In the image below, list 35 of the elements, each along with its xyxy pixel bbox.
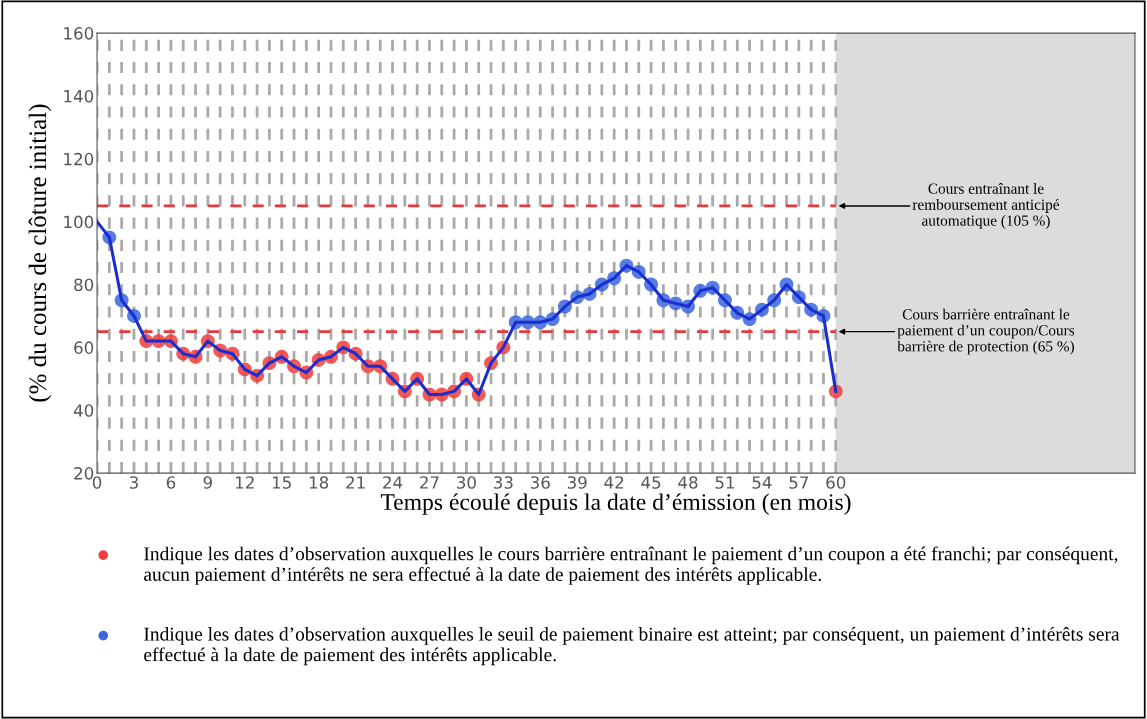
y-axis-title: (% du cours de clôture initial) bbox=[28, 104, 52, 402]
x-tick-label: 45 bbox=[641, 476, 661, 489]
legend-label: Indique les dates d’observation auxquelles le cours barrière entraînant le paiement d’un coupon a été franchi; par conséquent, aucun paiement d’intérêts ne sera effectué à la date de paiement des intérêts applicable. bbox=[144, 546, 1118, 585]
x-tick-label: 12 bbox=[236, 476, 254, 489]
x-tick-label: 33 bbox=[494, 476, 513, 489]
x-tick-label: 18 bbox=[309, 476, 329, 489]
y-tick-label: 160 bbox=[64, 27, 94, 40]
y-tick-label: 120 bbox=[64, 152, 94, 166]
x-tick-label: 0 bbox=[92, 476, 102, 489]
y-tick-label: 100 bbox=[64, 215, 94, 229]
y-tick-label: 20 bbox=[74, 467, 94, 480]
y-tick-label: 140 bbox=[64, 89, 94, 103]
x-tick-label: 36 bbox=[530, 476, 550, 489]
y-tick-label: 60 bbox=[74, 341, 94, 354]
x-tick-label: 21 bbox=[346, 476, 365, 489]
x-tick-label: 3 bbox=[129, 476, 138, 489]
legend-label: Indique les dates d’observation auxquelles le seuil de paiement binaire est atteint; par conséquent, un paiement d’intérêts sera effectué à la date de paiement des intérêts applicable. bbox=[144, 626, 1120, 666]
annotation: Cours barrière entraînant le paiement d’un coupon/Cours barrière de protection (65 %) bbox=[897, 308, 1075, 355]
x-tick-label: 27 bbox=[420, 476, 439, 489]
x-tick-label: 9 bbox=[203, 476, 212, 489]
x-tick-label: 51 bbox=[715, 476, 735, 489]
x-tick-label: 48 bbox=[678, 476, 698, 489]
x-tick-label: 15 bbox=[272, 476, 291, 489]
x-axis-title: Temps écoulé depuis la date d’émission (en mois) bbox=[380, 493, 851, 515]
x-tick-label: 24 bbox=[383, 476, 403, 489]
y-tick-label: 40 bbox=[73, 404, 94, 417]
x-tick-label: 42 bbox=[604, 476, 624, 489]
x-tick-label: 57 bbox=[789, 476, 809, 489]
x-tick-label: 39 bbox=[567, 476, 587, 489]
annotation: Cours entraînant le remboursement anticipé automatique (105 %) bbox=[912, 183, 1060, 229]
y-tick-label: 80 bbox=[74, 278, 94, 292]
x-tick-label: 30 bbox=[457, 476, 476, 489]
x-tick-label: 54 bbox=[752, 476, 772, 489]
x-tick-label: 6 bbox=[166, 476, 176, 489]
x-tick-label: 60 bbox=[826, 476, 846, 489]
